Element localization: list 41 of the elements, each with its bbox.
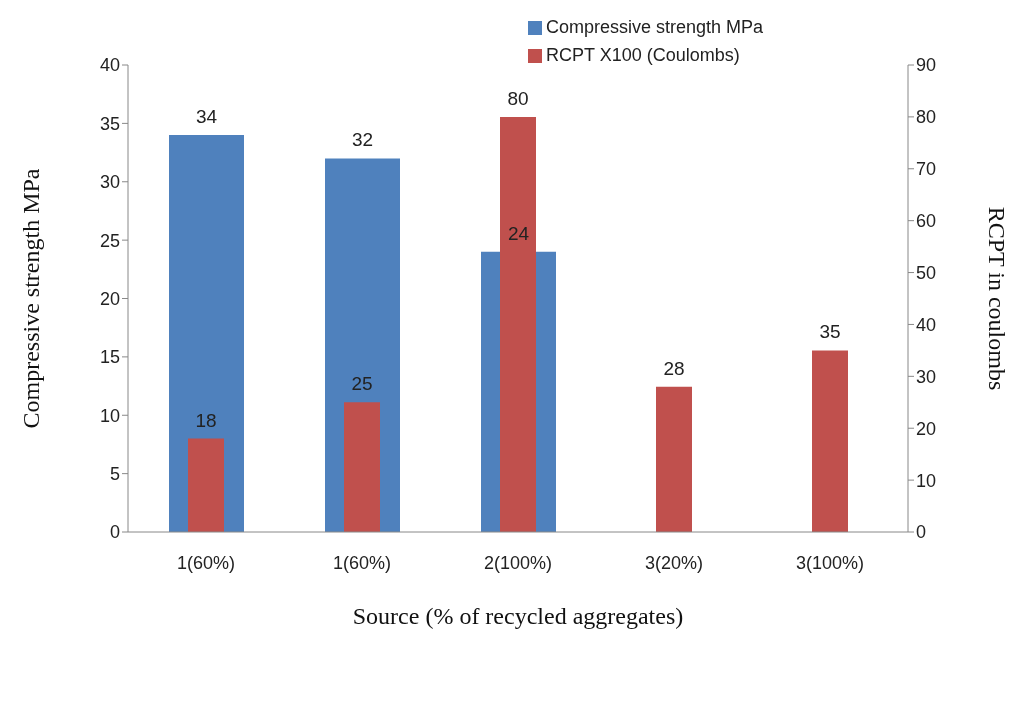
y2-tick-label: 50 (916, 262, 937, 283)
y2-tick-label: 70 (916, 159, 937, 180)
y-tick-label: 0 (109, 522, 120, 543)
x-tick-label: 1(60%) (332, 552, 392, 573)
data-label: 18 (195, 409, 217, 431)
y-tick-label: 40 (99, 55, 120, 76)
y2-tick-label: 40 (916, 314, 937, 335)
bar (188, 438, 224, 532)
data-label: 80 (507, 87, 529, 109)
data-label: 25 (351, 373, 373, 395)
y-tick-label: 25 (99, 230, 120, 251)
data-label: 28 (663, 357, 685, 379)
y2-tick-label: 30 (916, 366, 937, 387)
y2-tick-label: 80 (916, 107, 937, 128)
y2-tick-label: 10 (916, 470, 937, 491)
bar (812, 350, 848, 532)
x-tick-label: 3(20%) (644, 552, 704, 573)
y2-tick-label: 0 (916, 522, 927, 543)
y-tick-label: 20 (99, 288, 120, 309)
y2-tick-label: 20 (916, 418, 937, 439)
x-tick-label: 2(100%) (483, 552, 553, 573)
x-axis-title: Source (% of recycled aggregates) (352, 603, 684, 629)
y2-tick-label: 90 (916, 55, 937, 76)
data-label: 24 (507, 222, 530, 244)
y-tick-label: 10 (99, 405, 120, 426)
data-label: 32 (351, 129, 374, 151)
y-tick-label: 5 (109, 464, 120, 485)
bar (656, 386, 692, 532)
y-axis-title: Compressive strength MPa (17, 168, 44, 429)
y2-axis-title: RCPT in coulombs (984, 206, 1011, 391)
legend-label: RCPT X100 (Coulombs) (546, 45, 740, 65)
x-tick-label: 1(60%) (176, 552, 236, 573)
x-tick-label: 3(100%) (795, 552, 865, 573)
legend-label: Compressive strength MPa (546, 17, 764, 37)
y-tick-label: 30 (99, 172, 120, 193)
bar (344, 402, 380, 532)
data-label: 35 (819, 321, 841, 343)
data-label: 34 (195, 106, 218, 128)
y-tick-label: 35 (99, 113, 120, 134)
y2-tick-label: 60 (916, 211, 937, 232)
y-tick-label: 15 (99, 347, 120, 368)
